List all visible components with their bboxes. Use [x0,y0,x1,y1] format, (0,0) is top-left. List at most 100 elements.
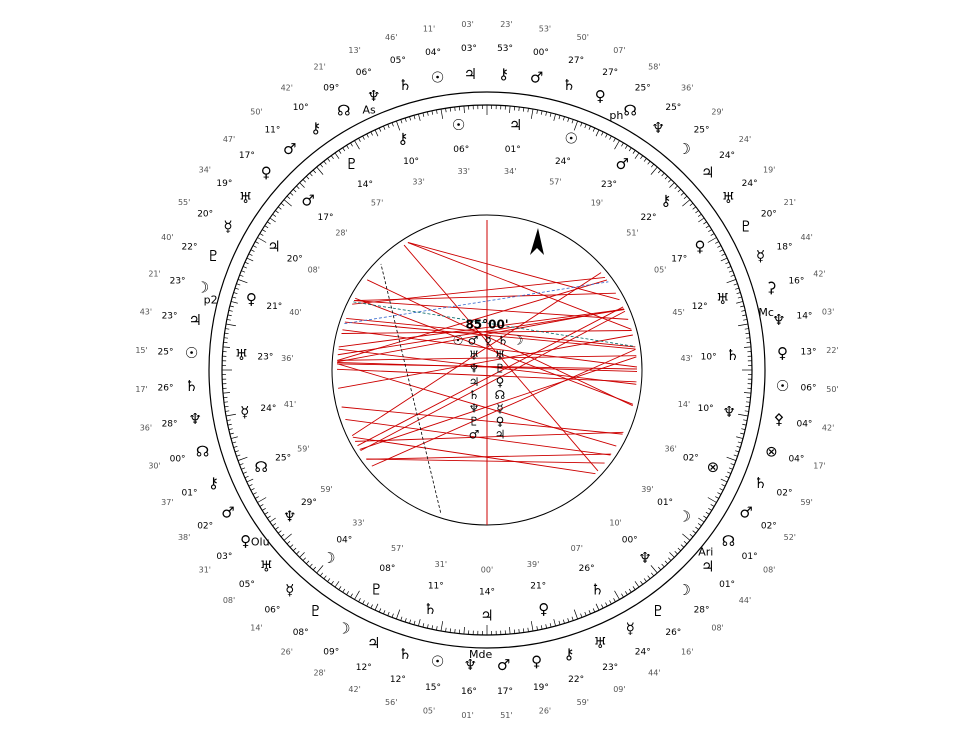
planet-glyph: ♂ [497,656,510,674]
planet-glyph: ♀ [695,238,706,256]
minute-label: 15' [135,346,147,355]
degree-label: 25° [635,84,651,94]
minute-label: 05' [423,707,435,716]
tick [574,610,577,619]
tick [541,625,542,629]
tick [722,484,726,486]
tick [711,234,714,236]
tick [241,271,245,272]
tick [375,130,378,136]
degree-label: 05° [390,56,406,66]
tick [414,621,415,625]
planet-glyph: ♃ [701,163,714,181]
planet-glyph: ♀ [538,600,549,618]
minute-label: 39' [527,560,539,569]
planet-glyph: ♆ [188,410,201,428]
aspect-line [342,407,623,434]
degree-label: 23° [601,180,617,190]
tick [742,424,746,425]
tick [695,527,698,529]
minute-label: 42' [822,423,834,432]
tick [441,621,443,631]
point-label: Mde [469,648,492,661]
minute-label: 57' [391,544,403,553]
tick [388,124,389,128]
degree-label: 02° [777,489,793,499]
planet-glyph: ☊ [337,101,350,119]
minute-label: 21' [313,63,325,72]
tick [231,437,238,439]
aspect-line [354,293,616,300]
planet-glyph: ♇ [309,602,322,620]
minute-label: 44' [800,233,812,242]
tick [450,628,451,632]
tick [300,183,305,188]
tick [669,183,674,188]
tick [734,284,738,285]
planet-glyph: ♅ [235,346,248,364]
tick [410,620,411,624]
planet-glyph: ♃ [464,65,477,83]
tick [735,288,739,289]
minute-label: 34' [199,165,211,174]
minute-label: 55' [178,198,190,207]
minute-label: 51' [500,711,512,720]
tick [706,226,709,228]
tick [640,156,642,159]
degree-label: 22° [182,242,198,252]
tick [243,266,247,268]
tick [251,488,255,490]
tick [423,623,424,627]
tick [234,293,238,294]
tick [270,518,276,522]
center-glyph: ♂ [469,428,480,442]
planet-glyph: ☿ [756,247,765,265]
tick [675,551,678,554]
degree-label: 23° [162,312,178,322]
tick [693,207,696,209]
tick [241,468,245,469]
tick [247,258,253,261]
tick [235,288,239,289]
tick [313,567,316,570]
tick [367,134,369,138]
degree-label: 01° [742,552,758,562]
tick [240,275,244,276]
minute-label: 17' [813,461,825,470]
tick [708,230,711,232]
tick [745,329,749,330]
tick [226,324,236,326]
tick [258,498,267,503]
tick [379,608,381,612]
tick [432,111,433,115]
minute-label: 21' [148,270,160,279]
tick [240,464,244,465]
tick [648,161,650,164]
aspect-lines [337,220,637,525]
tick [509,627,510,634]
minute-label: 53' [539,24,551,33]
minute-label: 43' [680,354,692,363]
tick [722,254,726,256]
degree-label: 01° [505,145,521,155]
planet-glyph: ☿ [223,217,232,235]
planet-glyph: ♂ [301,192,314,210]
degree-label: 14° [479,588,495,598]
minute-label: 59' [320,485,332,494]
planet-glyph: ☿ [285,581,294,599]
tick [568,118,569,122]
tick [255,497,258,499]
planet-glyph: ☉ [564,129,577,147]
tick [554,619,556,626]
tick [605,134,607,138]
tick [745,406,749,407]
minute-label: 59' [577,698,589,707]
minute-label: 36' [281,354,293,363]
planet-glyph: ♇ [739,217,752,235]
degree-label: 19° [533,683,549,693]
tick [738,414,748,416]
minute-label: 57' [371,198,383,207]
minute-label: 17' [135,385,147,394]
planet-glyph: ♆ [283,507,296,525]
tick [708,238,717,243]
